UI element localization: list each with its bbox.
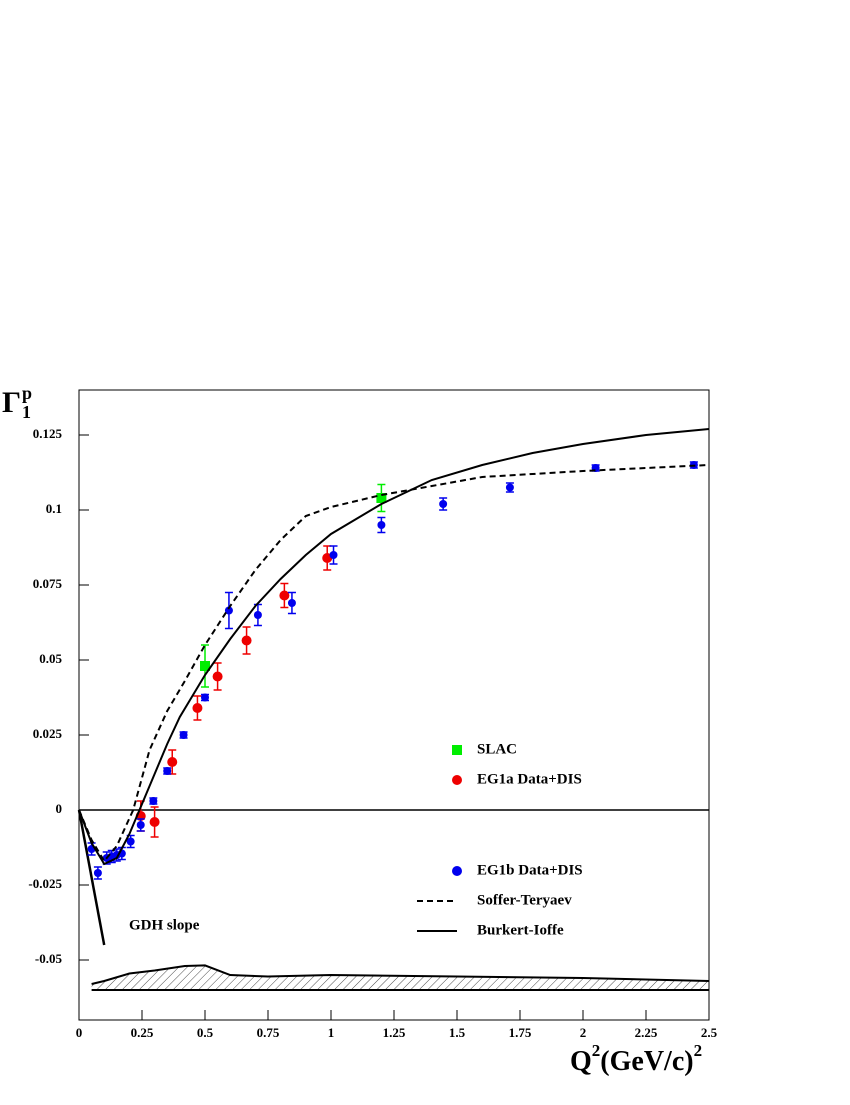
x-tick-label: 0.5 xyxy=(197,1025,214,1040)
data-point xyxy=(200,661,210,671)
data-point xyxy=(167,757,178,767)
x-axis-label-part: (GeV/c) xyxy=(600,1046,693,1077)
data-point xyxy=(136,821,145,829)
data-point xyxy=(201,693,209,702)
y-axis-label: Γ xyxy=(2,386,21,419)
gdh-slope-label: GDH slope xyxy=(129,917,200,933)
gdh-slope-line xyxy=(77,809,106,946)
x-tick-label: 2 xyxy=(580,1025,587,1040)
data-point xyxy=(212,671,223,682)
curve xyxy=(78,464,710,863)
x-tick-label: 1.5 xyxy=(449,1025,466,1040)
legend-label: SLAC xyxy=(477,741,517,757)
data-point xyxy=(279,590,290,601)
data-point xyxy=(93,869,102,877)
data-point xyxy=(241,635,252,646)
x-tick-label: 2.5 xyxy=(701,1025,718,1040)
systematic-band-top xyxy=(91,964,710,985)
legend-swatch xyxy=(452,745,462,755)
data-point xyxy=(377,521,386,529)
data-point xyxy=(376,493,387,503)
x-tick-label: 0.75 xyxy=(257,1025,280,1040)
data-point xyxy=(329,551,338,559)
systematic-band-area xyxy=(91,965,710,990)
data-point xyxy=(149,817,160,827)
x-tick-label: 0 xyxy=(76,1025,83,1040)
y-tick-label: 0.025 xyxy=(33,726,63,741)
y-tick-label: 0.05 xyxy=(39,651,62,666)
legend-label: Soffer-Teryaev xyxy=(477,892,572,908)
data-point xyxy=(179,731,188,739)
data-point xyxy=(126,837,135,846)
x-tick-label: 1 xyxy=(328,1025,335,1040)
x-axis-label-part: 2 xyxy=(694,1041,703,1060)
legend-label: EG1a Data+DIS xyxy=(477,771,582,787)
y-tick-label: 0.1 xyxy=(46,501,62,516)
data-point xyxy=(439,500,448,508)
data-point xyxy=(163,767,172,775)
x-axis-label-part: 2 xyxy=(592,1041,601,1060)
data-point xyxy=(253,611,262,619)
legend-label: EG1b Data+DIS xyxy=(477,862,583,878)
legend-swatch xyxy=(452,866,462,876)
legend-swatch xyxy=(452,775,462,785)
y-tick-label: -0.05 xyxy=(35,951,63,966)
y-tick-label: -0.025 xyxy=(28,876,62,891)
y-axis-label-sup: p xyxy=(22,383,32,403)
x-tick-label: 1.75 xyxy=(509,1025,532,1040)
x-axis-label: Q2(GeV/c)2 xyxy=(570,1041,702,1078)
x-tick-label: 2.25 xyxy=(635,1025,658,1040)
x-axis-label-part: Q xyxy=(570,1046,592,1077)
data-point xyxy=(192,703,203,713)
x-tick-label: 1.25 xyxy=(383,1025,406,1040)
y-tick-label: 0.075 xyxy=(33,576,63,591)
data-point xyxy=(505,483,514,492)
data-point xyxy=(224,606,233,615)
y-axis-label-sub: 1 xyxy=(22,402,31,422)
y-tick-label: 0.125 xyxy=(33,426,63,441)
y-tick-label: 0 xyxy=(56,801,63,816)
x-tick-label: 0.25 xyxy=(131,1025,154,1040)
data-point xyxy=(149,797,158,805)
curve xyxy=(78,428,710,866)
data-point xyxy=(287,599,296,607)
legend-label: Burkert-Ioffe xyxy=(477,922,564,938)
